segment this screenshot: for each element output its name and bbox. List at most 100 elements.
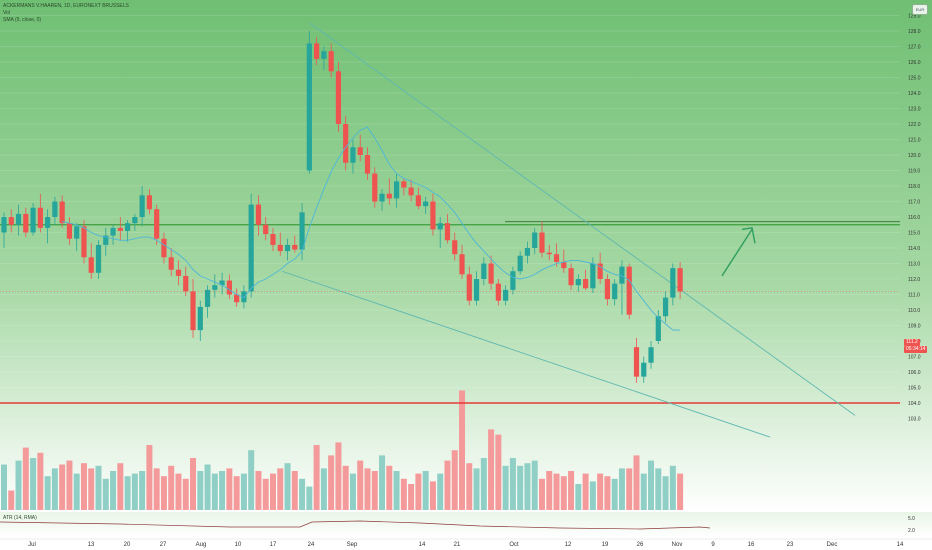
volume-bar xyxy=(662,476,669,510)
candle xyxy=(372,167,378,208)
x-tick-label: 10 xyxy=(235,542,242,548)
legend-volume[interactable]: Vol xyxy=(3,10,10,16)
candle xyxy=(146,189,152,214)
y-tick-label: 125.0 xyxy=(908,76,921,82)
candle xyxy=(292,235,298,253)
volume-bar xyxy=(575,484,582,510)
volume-bar xyxy=(626,468,633,510)
candle xyxy=(379,189,385,211)
volume-bar xyxy=(320,468,327,510)
volume-bar xyxy=(618,468,625,510)
volume-bar xyxy=(117,463,124,510)
y-tick-label: 103.0 xyxy=(908,417,921,423)
descending-trendline[interactable] xyxy=(309,22,856,416)
candle xyxy=(553,243,560,267)
volume-bar xyxy=(59,464,66,510)
volume-bar xyxy=(182,478,189,510)
candle xyxy=(74,223,80,252)
candle xyxy=(277,232,283,256)
volume-bar xyxy=(677,473,684,510)
legend-sma[interactable]: SMA (9, close, 0) xyxy=(3,17,42,23)
volume-bar xyxy=(102,478,109,510)
candle xyxy=(459,244,465,279)
volume-bar xyxy=(415,473,422,510)
volume-bar xyxy=(313,445,320,510)
candle xyxy=(604,274,611,306)
volume-bar xyxy=(328,455,335,510)
x-tick-label: Nov xyxy=(672,542,683,548)
legend-symbol[interactable]: ACKERMANS V.HAAREN, 1D, EURONEXT BRUSSEL… xyxy=(3,3,129,9)
volume-bar xyxy=(422,471,429,510)
candle xyxy=(161,232,167,264)
volume-bar xyxy=(633,455,640,510)
y-tick-label: 107.0 xyxy=(908,355,921,361)
y-tick-label: 110.0 xyxy=(908,308,920,314)
y-tick-label: 129.0 xyxy=(908,14,921,20)
candle xyxy=(124,220,131,242)
candle xyxy=(430,193,436,236)
volume-bar xyxy=(175,473,182,510)
currency-chip[interactable]: EUR xyxy=(912,4,928,15)
volume-bar xyxy=(597,473,604,510)
volume-bar xyxy=(226,468,233,510)
candle xyxy=(52,196,58,225)
projection-arrowhead xyxy=(741,227,756,244)
volume-bar xyxy=(640,473,647,510)
atr-tick-label: 5.0 xyxy=(908,516,915,522)
last-price-badge: 111.2 xyxy=(904,339,920,346)
volume-bar xyxy=(190,458,197,510)
candle xyxy=(263,217,269,241)
x-axis[interactable]: Jul 13 20 27 Aug 10 17 24 Sep 14 21 Oct 12 19 26 Nov 9 16… xyxy=(0,538,932,548)
candle xyxy=(30,203,36,236)
candles xyxy=(1,31,683,383)
y-tick-label: 118.0 xyxy=(908,184,920,190)
candle xyxy=(59,195,65,228)
candle xyxy=(117,217,123,241)
y-axis[interactable]: 103.0104.0105.0106.0107.0108.0109.0110.0… xyxy=(0,14,921,535)
x-tick-label: 21 xyxy=(454,542,461,548)
volume-bar xyxy=(110,471,117,510)
candle xyxy=(444,213,451,244)
volume-bar xyxy=(233,476,240,510)
chart-background xyxy=(0,0,932,512)
volume-bar xyxy=(437,473,444,510)
indicator-label[interactable]: ATR (14, RMA) xyxy=(3,515,37,521)
candle xyxy=(183,266,189,297)
candle xyxy=(437,217,443,248)
volume-bar xyxy=(88,468,95,510)
volume-bar xyxy=(211,473,218,510)
volume-bar xyxy=(357,460,364,510)
y-tick-label: 126.0 xyxy=(908,60,921,66)
volume-bar xyxy=(277,468,284,510)
volume-bar xyxy=(255,471,262,510)
candle xyxy=(103,227,109,256)
volume-bar xyxy=(8,490,15,510)
projection-arrow[interactable] xyxy=(721,229,753,277)
candle xyxy=(473,271,480,306)
x-tick-label: Sep xyxy=(347,542,358,548)
chart-legend: ACKERMANS V.HAAREN, 1D, EURONEXT BRUSSEL… xyxy=(3,3,129,24)
candle xyxy=(364,147,371,180)
volume-bar xyxy=(153,468,160,510)
candle xyxy=(415,187,421,210)
y-tick-label: 104.0 xyxy=(908,401,921,407)
candle xyxy=(568,263,574,290)
atr-line xyxy=(0,520,711,530)
lower-trendline[interactable] xyxy=(281,270,771,438)
x-tick-label: Dec xyxy=(827,542,838,548)
candle xyxy=(15,204,22,236)
countdown-badge: 05:34:14 xyxy=(904,346,928,353)
candle xyxy=(532,227,538,255)
candle xyxy=(517,251,523,275)
volume-bar xyxy=(480,458,487,510)
x-tick-label: 12 xyxy=(565,542,572,548)
volume-bar xyxy=(349,473,356,510)
y-tick-label: 128.0 xyxy=(908,29,921,35)
volume-bar xyxy=(284,463,291,510)
candle xyxy=(350,139,356,174)
candle xyxy=(648,341,654,369)
candle xyxy=(393,173,400,208)
volume-bar xyxy=(531,460,538,510)
